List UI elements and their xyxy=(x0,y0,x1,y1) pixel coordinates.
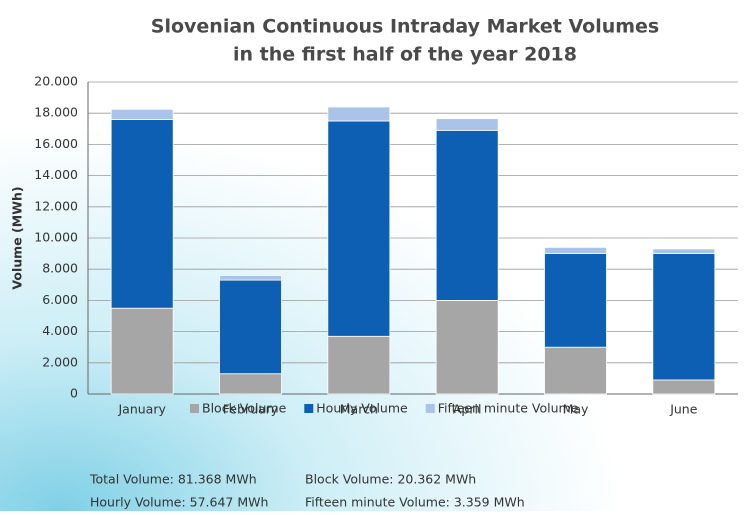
footer-text: Fifteen minute Volume: 3.359 MWh xyxy=(305,495,525,510)
bar-segment xyxy=(545,347,607,394)
bar-segment xyxy=(436,300,498,394)
bar-segment xyxy=(653,254,715,380)
bar-segment xyxy=(111,308,173,394)
legend-label: Block Volume xyxy=(202,401,287,416)
footer-text: Total Volume: 81.368 MWh xyxy=(89,472,257,487)
bar-segment xyxy=(111,119,173,308)
legend-label: Hourly Volume xyxy=(316,401,408,416)
bar-segment xyxy=(545,247,607,253)
bar-segment xyxy=(220,280,282,374)
legend-swatch xyxy=(304,404,313,413)
y-tick-label: 20.000 xyxy=(34,74,78,89)
bar-segment xyxy=(328,336,390,394)
bar-segment xyxy=(220,374,282,394)
bar-segment xyxy=(111,109,173,119)
y-tick-label: 2.000 xyxy=(42,354,78,369)
bar-segment xyxy=(328,107,390,121)
y-tick-label: 0 xyxy=(70,386,78,401)
chart: Slovenian Continuous Intraday Market Vol… xyxy=(0,0,750,511)
y-tick-label: 6.000 xyxy=(42,292,78,307)
y-tick-label: 18.000 xyxy=(34,105,78,120)
y-tick-label: 12.000 xyxy=(34,198,78,213)
bar-segment xyxy=(436,130,498,300)
x-tick-label: June xyxy=(669,402,698,417)
bar-segment xyxy=(545,254,607,348)
bar-segment xyxy=(328,121,390,336)
bar-segment xyxy=(220,275,282,280)
y-tick-label: 14.000 xyxy=(34,167,78,182)
legend-swatch xyxy=(426,404,435,413)
bar-segment xyxy=(653,249,715,254)
legend-label: Fifteen minute Volume xyxy=(438,401,579,416)
footer-text: Block Volume: 20.362 MWh xyxy=(305,472,476,487)
y-axis-label: Volume (MWh) xyxy=(10,186,25,289)
bar-segment xyxy=(653,380,715,394)
y-tick-label: 8.000 xyxy=(42,261,78,276)
y-tick-label: 10.000 xyxy=(34,230,78,245)
chart-title: Slovenian Continuous Intraday Market Vol… xyxy=(151,16,659,38)
bar-segment xyxy=(436,119,498,131)
legend-swatch xyxy=(190,404,199,413)
footer-text: Hourly Volume: 57.647 MWh xyxy=(90,495,268,510)
y-tick-label: 4.000 xyxy=(42,323,78,338)
chart-subtitle: in the first half of the year 2018 xyxy=(233,44,577,66)
y-tick-label: 16.000 xyxy=(34,136,78,151)
x-tick-label: January xyxy=(117,402,166,417)
